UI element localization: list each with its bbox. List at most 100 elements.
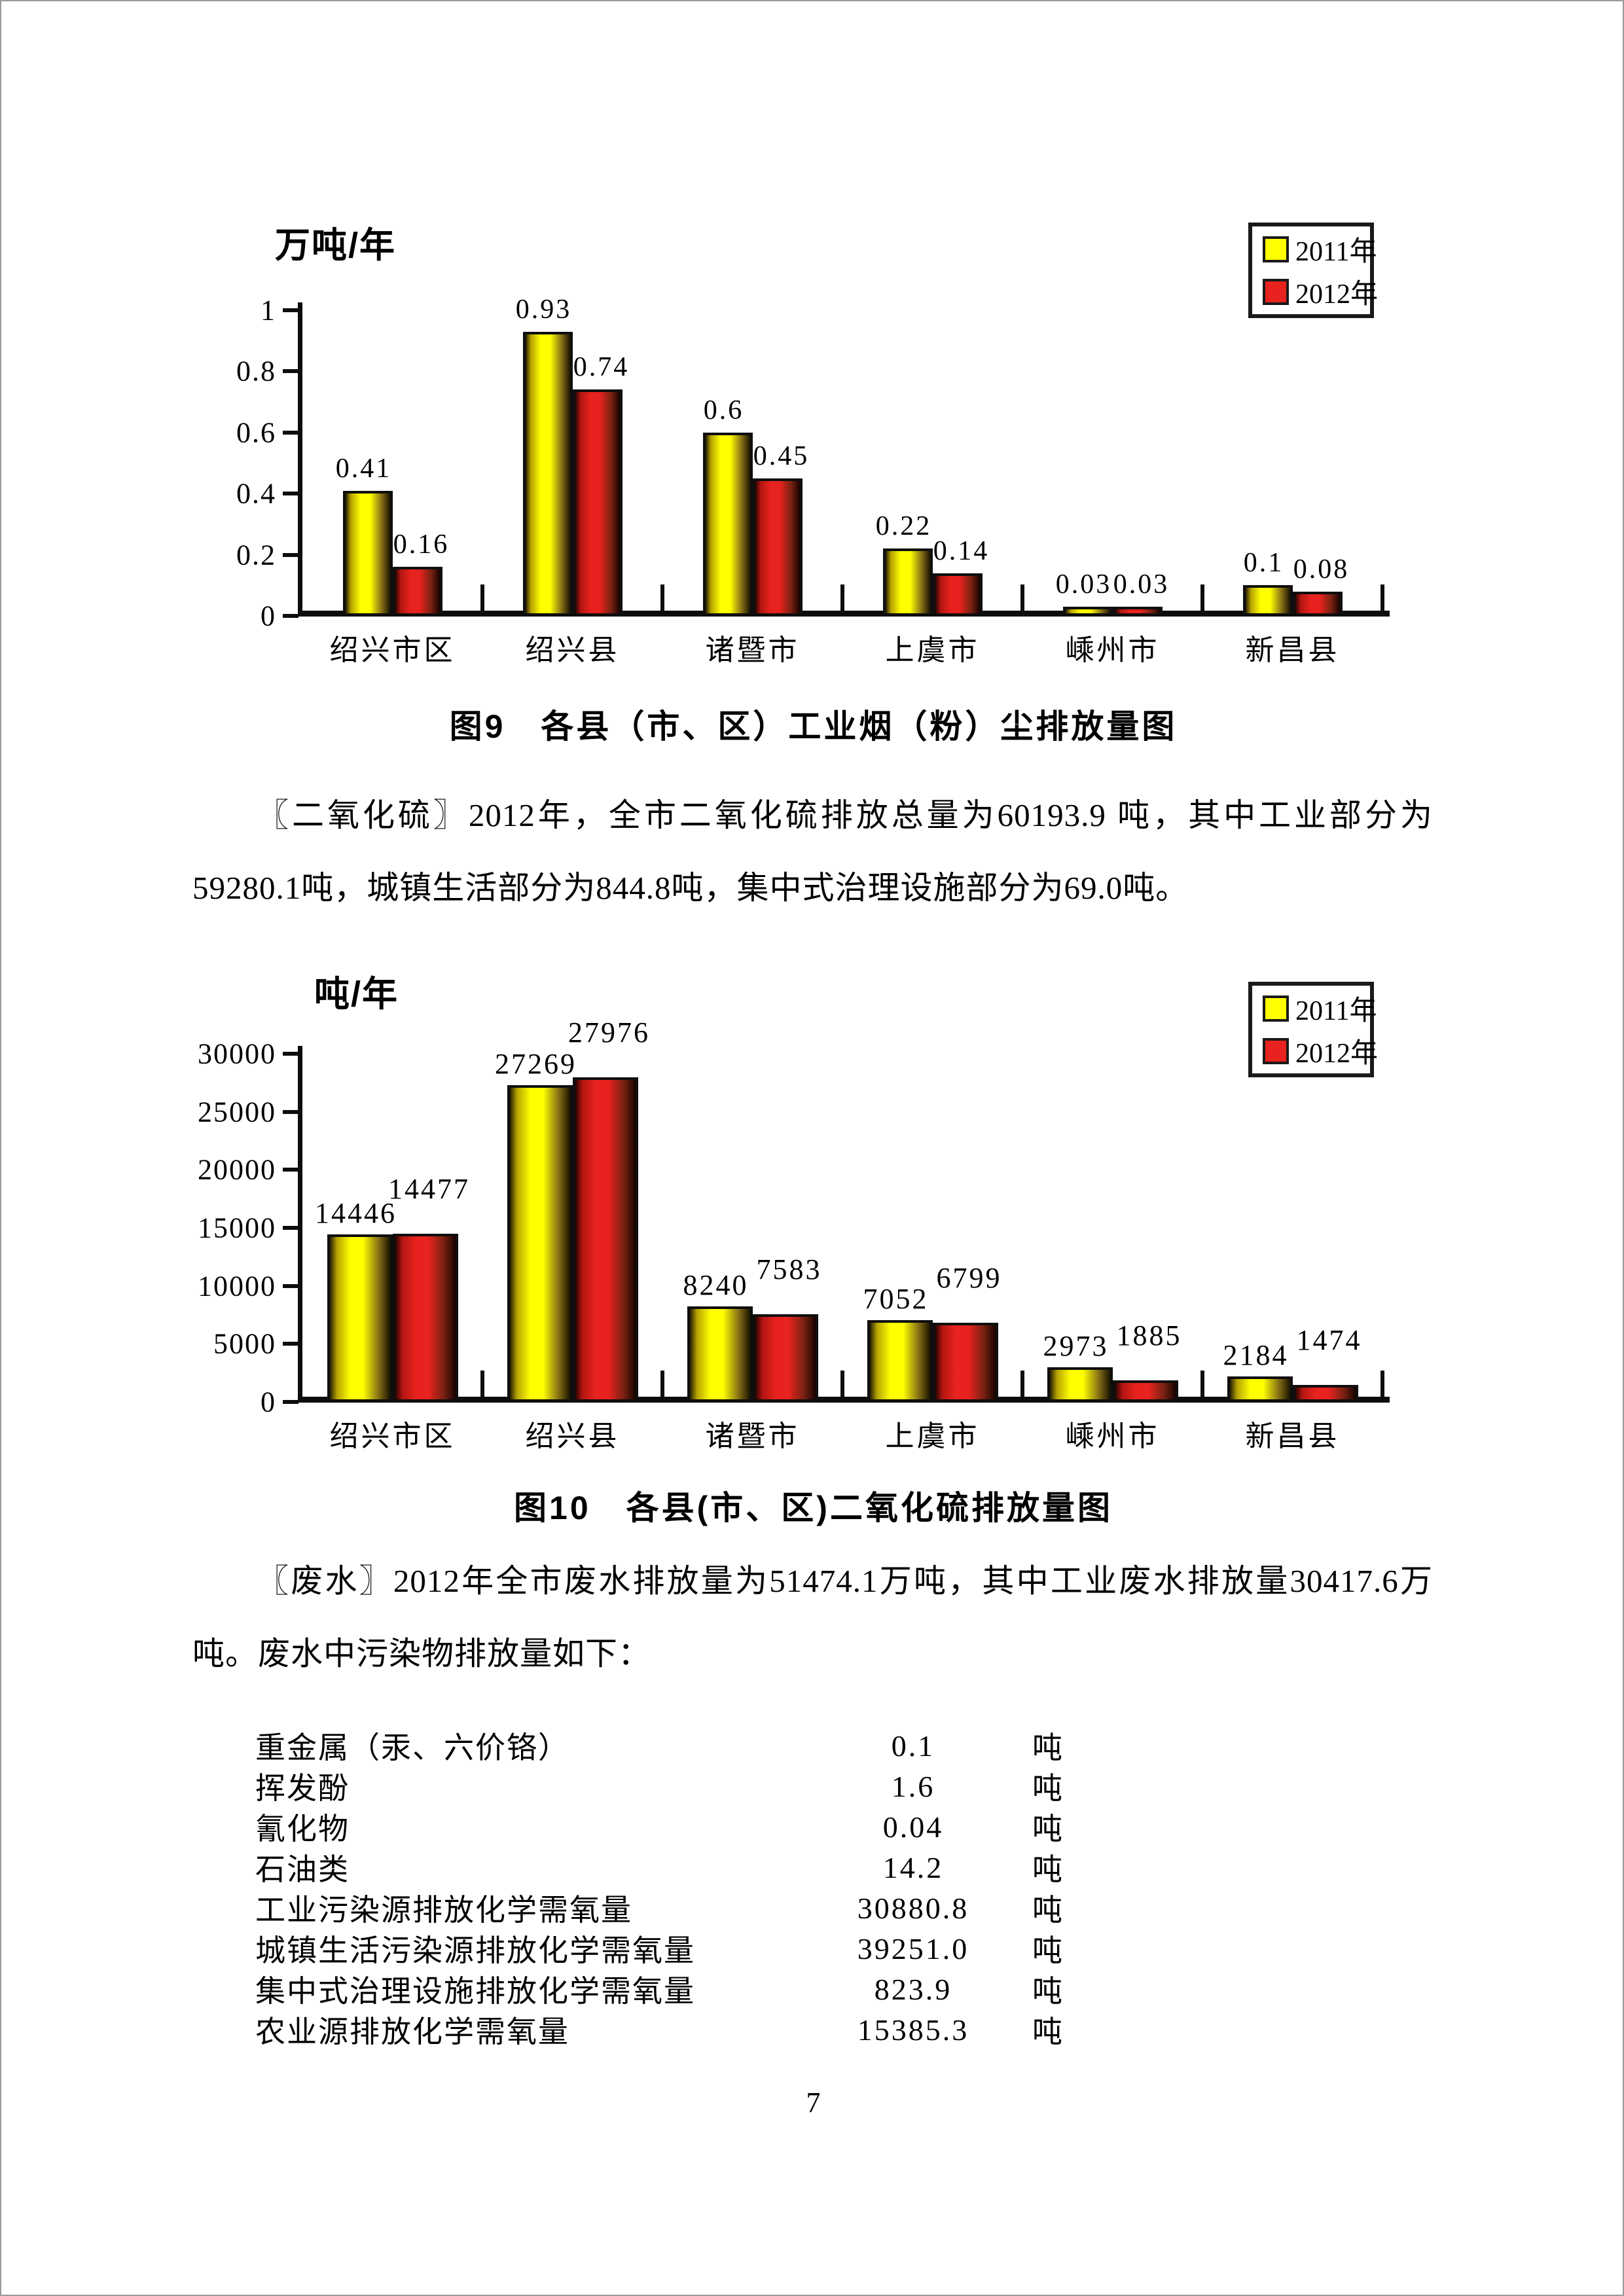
legend-item-2011: 2011年 [1263, 988, 1377, 1028]
category-label: 上虞市 [885, 1420, 980, 1452]
pollutant-value: 14.2 [882, 1850, 944, 1884]
pollutant-list: 重金属（汞、六价铬） 0.1 吨挥发酚 1.6 吨氰化物 0.04 吨石油类 14.2 吨工业污… [255, 1725, 1087, 2050]
pollutant-value: 0.1 [891, 1729, 935, 1763]
bar-2012 [752, 478, 803, 616]
pollutant-value: 1.6 [891, 1769, 935, 1803]
legend-swatch-2012-icon [1263, 1037, 1289, 1064]
pollutant-name: 农业源排放化学需氧量 [255, 2015, 569, 2049]
y-tick-label: 20000 [198, 1153, 276, 1186]
bar-value-label: 0.08 [1293, 554, 1350, 584]
bar-value-label: 1885 [1116, 1319, 1182, 1352]
legend: 2011年 2012年 [1248, 982, 1378, 1077]
y-tick-label: 0.4 [236, 477, 276, 510]
x-tick [660, 584, 664, 611]
pollutant-row: 重金属（汞、六价铬） 0.1 吨 [255, 1725, 1087, 1766]
pollutant-unit: 吨 [1032, 1853, 1062, 1886]
x-tick [1200, 1371, 1204, 1397]
pollutant-unit: 吨 [1032, 1772, 1062, 1805]
pollutant-row: 石油类 14.2 吨 [255, 1847, 1087, 1888]
bar-2011 [327, 1234, 393, 1402]
y-tick [283, 1226, 298, 1230]
x-tick [840, 1371, 844, 1397]
bar-2012 [572, 389, 623, 616]
pollutant-row: 城镇生活污染源排放化学需氧量 39251.0 吨 [255, 1928, 1087, 1969]
legend-label-2012: 2012年 [1295, 1039, 1379, 1069]
bar-value-label: 8240 [683, 1268, 749, 1301]
plot-area: 30000 25000 20000 15000 10000 5000 0 14446 14477… [198, 950, 1415, 1458]
category-label: 绍兴县 [525, 1420, 620, 1452]
bar-value-label: 0.41 [335, 453, 392, 484]
bar-2011 [867, 1319, 933, 1402]
y-tick [283, 430, 298, 435]
y-tick [283, 614, 298, 618]
legend-swatch-2012-icon [1263, 278, 1289, 305]
legend-swatch-2011-icon [1263, 236, 1289, 262]
y-tick [283, 369, 298, 374]
legend-swatch-2011-icon [1263, 995, 1289, 1022]
bar-value-label: 2184 [1223, 1339, 1289, 1372]
category-label: 诸暨市 [705, 1420, 800, 1452]
pollutant-name: 工业污染源排放化学需氧量 [255, 1893, 632, 1927]
y-tick-label: 0 [261, 1386, 276, 1418]
bar-2011 [687, 1306, 753, 1402]
bar-2012 [932, 573, 983, 616]
bar-2011 [1227, 1376, 1293, 1402]
pollutant-name: 重金属（汞、六价铬） [255, 1731, 569, 1765]
y-tick [283, 1283, 298, 1288]
bar-2012 [1292, 1384, 1358, 1402]
chart-figure-10: 吨/年 30000 25000 20000 15000 10000 5000 0 14446 1… [198, 950, 1415, 1458]
bar-value-label: 1474 [1296, 1323, 1362, 1356]
category-label: 诸暨市 [705, 634, 800, 666]
pollutant-name: 石油类 [255, 1853, 350, 1886]
y-tick [283, 308, 298, 312]
bar-value-label: 7052 [863, 1282, 929, 1315]
pollutant-value: 30880.8 [857, 1891, 969, 1925]
bar-value-label: 14477 [388, 1173, 470, 1206]
pollutant-name: 挥发酚 [255, 1772, 350, 1805]
legend-label-2012: 2012年 [1295, 279, 1379, 310]
pollutant-name: 集中式治理设施排放化学需氧量 [255, 1975, 695, 2008]
y-axis-line [298, 1046, 302, 1402]
pollutant-value: 823.9 [874, 1972, 952, 2006]
x-tick [480, 1371, 484, 1397]
pollutant-row: 集中式治理设施排放化学需氧量 823.9 吨 [255, 1969, 1087, 2009]
y-tick [283, 492, 298, 496]
y-axis-unit-label: 万吨/年 [275, 226, 397, 265]
x-tick [1200, 584, 1204, 611]
category-label: 绍兴市区 [329, 1420, 456, 1452]
category-label: 新昌县 [1245, 634, 1340, 666]
bar-2012 [1112, 1380, 1178, 1402]
bar-value-label: 0.74 [573, 352, 630, 383]
y-tick-label: 1 [261, 294, 276, 327]
x-tick [1020, 1371, 1024, 1397]
bar-value-label: 0.6 [703, 395, 744, 425]
category-label: 绍兴市区 [329, 634, 456, 666]
y-tick-label: 0.2 [236, 539, 276, 571]
bar-2012 [1292, 591, 1343, 616]
pollutant-row: 挥发酚 1.6 吨 [255, 1766, 1087, 1806]
pollutant-row: 工业污染源排放化学需氧量 30880.8 吨 [255, 1888, 1087, 1928]
bar-value-label: 0.16 [393, 529, 450, 560]
pollutant-name: 氰化物 [255, 1812, 350, 1846]
bar-2011 [882, 548, 933, 616]
bar-2011 [1242, 585, 1293, 616]
legend-label-2011: 2011年 [1295, 237, 1377, 267]
bar-value-label: 2973 [1043, 1330, 1109, 1363]
x-tick [1380, 584, 1384, 611]
category-label: 嵊州市 [1065, 1420, 1160, 1452]
y-tick-label: 15000 [198, 1211, 276, 1244]
bar-2012 [752, 1314, 818, 1402]
category-label: 绍兴县 [525, 634, 620, 666]
x-tick [1020, 584, 1024, 611]
x-axis-line [298, 611, 1390, 617]
bar-value-label: 0.22 [875, 511, 932, 542]
bar-2011 [522, 331, 573, 616]
bar-value-label: 0.1 [1243, 548, 1284, 579]
bar-value-label: 14446 [315, 1196, 397, 1229]
x-tick [660, 1371, 664, 1397]
bar-value-label: 0.93 [515, 294, 572, 325]
legend-item-2012: 2012年 [1263, 1031, 1378, 1071]
pollutant-row: 氰化物 0.04 吨 [255, 1806, 1087, 1847]
y-tick-label: 0 [261, 600, 276, 632]
